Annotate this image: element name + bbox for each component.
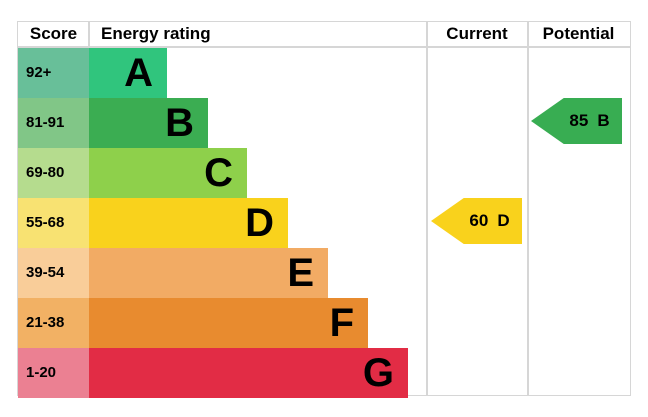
score-range: 21-38 <box>18 298 89 348</box>
rating-table: Score Energy rating Current Potential 92… <box>17 21 631 398</box>
band-letter: D <box>245 201 274 245</box>
band-bar-a: A <box>89 48 167 98</box>
band-row-c: 69-80 C <box>18 148 630 198</box>
band-row-f: 21-38 F <box>18 298 630 348</box>
band-bar-f: F <box>89 298 368 348</box>
band-row-d: 55-68 D <box>18 198 630 248</box>
band-letter: C <box>204 151 233 195</box>
score-energy-header-divider <box>88 22 90 46</box>
band-bar-c: C <box>89 148 247 198</box>
band-letter: G <box>362 351 394 395</box>
band-letter: E <box>287 251 314 295</box>
band-row-a: 92+ A <box>18 48 630 98</box>
score-range: 1-20 <box>18 348 89 398</box>
current-rating-value: 60 <box>469 211 489 230</box>
band-row-g: 1-20 G <box>18 348 630 398</box>
header-row: Score Energy rating Current Potential <box>18 22 630 48</box>
score-range: 69-80 <box>18 148 89 198</box>
band-row-e: 39-54 E <box>18 248 630 298</box>
current-column-header: Current <box>446 24 508 43</box>
energy-rating-column-header: Energy rating <box>101 24 211 43</box>
potential-column-divider <box>527 22 529 395</box>
potential-column-header: Potential <box>542 24 615 43</box>
score-range: 92+ <box>18 48 89 98</box>
current-column-divider <box>426 22 428 395</box>
band-row-b: 81-91 B <box>18 98 630 148</box>
current-rating-band: D <box>497 211 510 230</box>
score-range: 55-68 <box>18 198 89 248</box>
score-range: 81-91 <box>18 98 89 148</box>
potential-rating-band: B <box>597 111 610 130</box>
band-bar-g: G <box>89 348 408 398</box>
band-letter: B <box>165 101 194 145</box>
band-letter: A <box>124 51 153 95</box>
band-bar-e: E <box>89 248 328 298</box>
band-bar-b: B <box>89 98 208 148</box>
potential-rating-value: 85 <box>569 111 589 130</box>
band-letter: F <box>329 301 354 345</box>
band-bar-d: D <box>89 198 288 248</box>
score-column-header: Score <box>29 24 78 43</box>
score-range: 39-54 <box>18 248 89 298</box>
